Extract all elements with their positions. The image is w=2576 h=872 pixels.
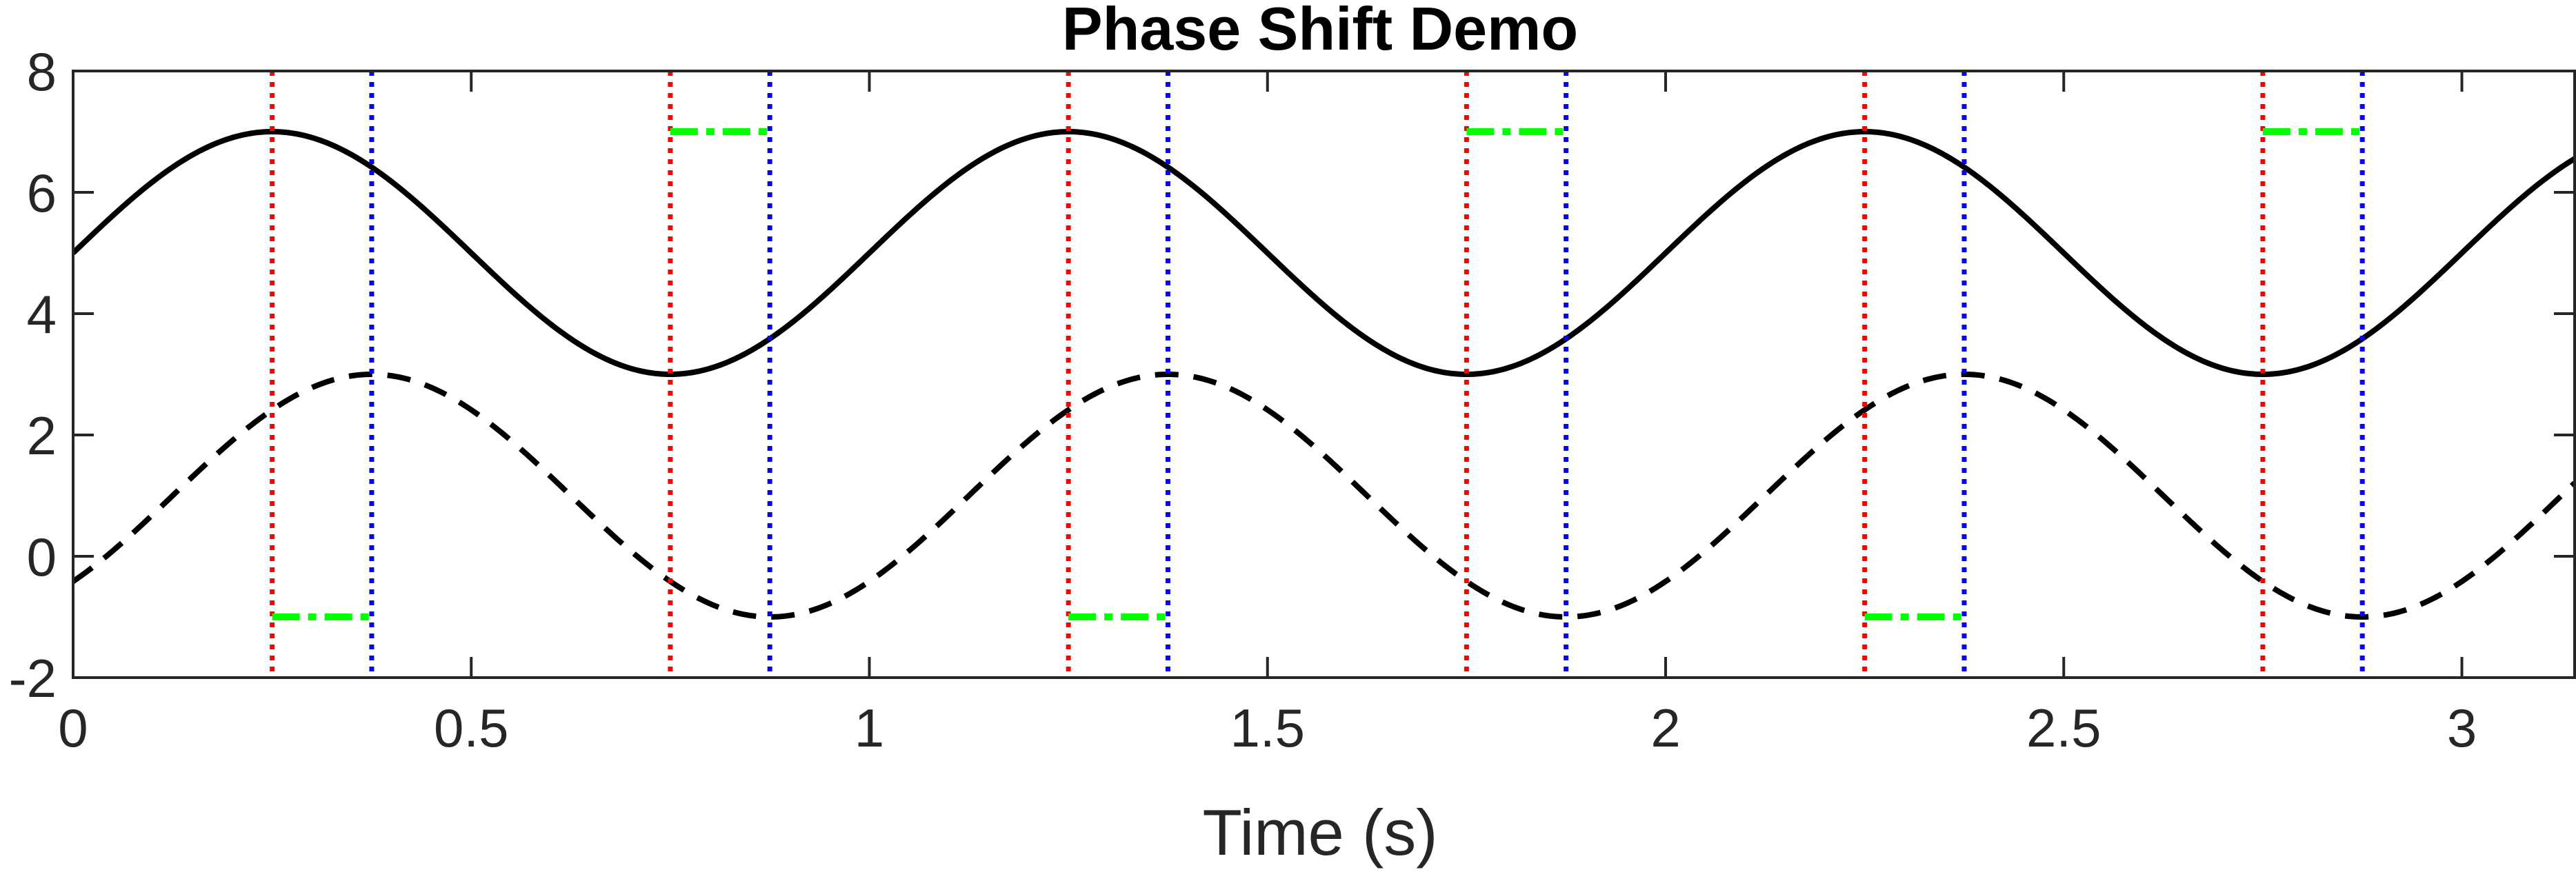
x-tick-label: 3 xyxy=(2447,698,2477,758)
y-tick-label: -2 xyxy=(9,648,57,709)
x-axis-title: Time (s) xyxy=(1202,796,1437,869)
y-tick-label: 4 xyxy=(27,284,57,345)
x-tick-label: 1.5 xyxy=(1230,698,1305,758)
dashed-sine-series-line xyxy=(73,371,2575,620)
axes-box xyxy=(72,70,2576,679)
chart-title: Phase Shift Demo xyxy=(1062,0,1578,63)
x-tick-label: 2 xyxy=(1650,698,1680,758)
x-tick-label: 1 xyxy=(855,698,884,758)
y-tick-label: 6 xyxy=(27,163,57,223)
y-tick-label: 8 xyxy=(27,41,57,102)
chart-marks xyxy=(73,71,2575,678)
x-tick-label: 0.5 xyxy=(434,698,508,758)
y-tick-label: 2 xyxy=(27,405,57,466)
x-tick-label: 2.5 xyxy=(2026,698,2101,758)
solid-sine-series-line xyxy=(73,128,2575,378)
x-tick-label: 0 xyxy=(58,698,88,758)
y-tick-label: 0 xyxy=(27,527,57,587)
